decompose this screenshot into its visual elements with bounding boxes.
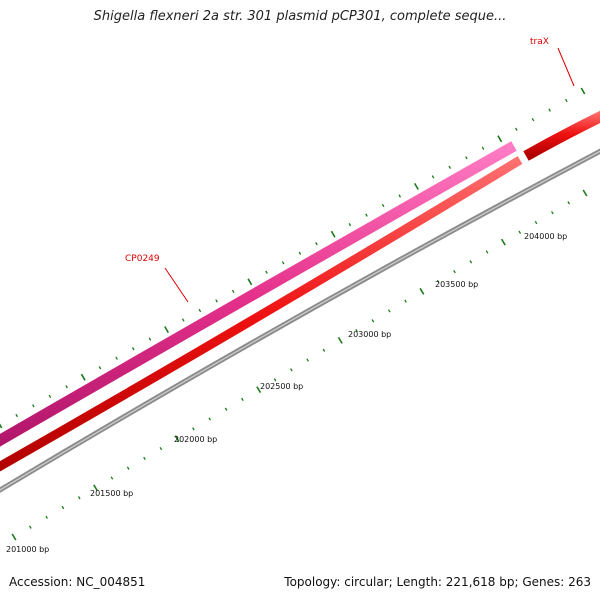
inner-minor-tick xyxy=(485,250,489,254)
outer-minor-tick xyxy=(465,156,468,160)
outer-minor-tick xyxy=(231,289,235,294)
inner-minor-tick xyxy=(567,201,571,205)
map-title: Shigella flexneri 2a str. 301 plasmid pC… xyxy=(93,9,507,24)
inner-tick-marks xyxy=(11,189,588,541)
outer-major-tick xyxy=(164,326,169,333)
outer-minor-tick xyxy=(298,251,302,255)
outer-minor-tick xyxy=(215,299,218,303)
outer-major-tick xyxy=(0,423,3,429)
inner-minor-tick xyxy=(322,348,326,352)
outer-minor-tick xyxy=(15,413,18,418)
outer-minor-tick xyxy=(381,203,385,208)
outer-minor-tick xyxy=(181,318,185,322)
inner-minor-tick xyxy=(436,279,440,284)
gene-feature-trax[interactable] xyxy=(523,110,600,161)
outer-minor-tick xyxy=(32,404,35,408)
outer-minor-tick xyxy=(198,308,202,313)
scale-label-201500: 201500 bp xyxy=(90,489,133,498)
inner-major-tick xyxy=(337,336,343,344)
inner-minor-tick xyxy=(77,496,81,500)
trax-label: traX xyxy=(530,37,549,47)
inner-minor-tick xyxy=(534,220,538,225)
inner-minor-tick xyxy=(371,319,375,323)
inner-minor-tick xyxy=(208,417,212,421)
inner-major-tick xyxy=(11,533,17,541)
inner-minor-tick xyxy=(469,260,473,264)
outer-minor-tick xyxy=(348,222,352,227)
outer-minor-tick xyxy=(431,175,435,179)
scale-label-204000: 204000 bp xyxy=(524,232,567,241)
outer-minor-tick xyxy=(265,270,268,274)
outer-minor-tick xyxy=(531,117,535,122)
backbone-line xyxy=(0,148,600,493)
inner-minor-tick xyxy=(551,211,554,215)
outer-minor-tick xyxy=(481,146,485,150)
outer-major-tick xyxy=(80,373,86,381)
inner-minor-tick xyxy=(45,515,48,519)
outer-tick-marks xyxy=(0,87,586,429)
outer-minor-tick xyxy=(98,366,102,370)
inner-minor-tick xyxy=(110,476,114,480)
outer-major-tick xyxy=(414,183,419,190)
inner-minor-tick xyxy=(241,397,244,402)
inner-minor-tick xyxy=(192,427,195,431)
outer-major-tick xyxy=(330,230,336,238)
inner-minor-tick xyxy=(290,368,293,372)
inner-major-tick xyxy=(174,435,180,443)
inner-minor-tick xyxy=(453,269,456,274)
outer-minor-tick xyxy=(65,385,68,389)
inner-major-tick xyxy=(582,189,588,197)
inner-minor-tick xyxy=(159,446,163,451)
outer-major-tick xyxy=(247,278,253,286)
scale-label-203500: 203500 bp xyxy=(435,280,478,289)
inner-major-tick xyxy=(93,484,99,492)
scale-label-202000: 202000 bp xyxy=(174,435,217,444)
cp0249-label: CP0249 xyxy=(125,254,160,264)
inner-minor-tick xyxy=(273,378,277,382)
scale-label-201000: 201000 bp xyxy=(6,545,49,554)
gene-feature-reverse[interactable] xyxy=(0,156,523,472)
inner-minor-tick xyxy=(143,456,146,461)
inner-major-tick xyxy=(419,287,425,295)
outer-minor-tick xyxy=(548,108,551,112)
scale-label-203000: 203000 bp xyxy=(348,330,391,339)
outer-major-tick xyxy=(580,87,586,95)
inner-minor-tick xyxy=(355,328,358,333)
outer-minor-tick xyxy=(48,394,52,399)
gene-feature-cp0249[interactable] xyxy=(0,141,517,447)
inner-minor-tick xyxy=(28,525,32,529)
outer-minor-tick xyxy=(115,356,118,360)
inner-minor-tick xyxy=(387,309,391,313)
inner-minor-tick xyxy=(306,358,309,362)
scale-label-202500: 202500 bp xyxy=(260,382,303,391)
summary-text: Topology: circular; Length: 221,618 bp; … xyxy=(284,575,591,589)
inner-major-tick xyxy=(500,238,506,246)
outer-minor-tick xyxy=(281,261,285,265)
inner-minor-tick xyxy=(61,505,65,510)
outer-minor-tick xyxy=(365,213,368,217)
inner-minor-tick xyxy=(518,230,522,234)
outer-major-tick xyxy=(497,135,503,143)
outer-minor-tick xyxy=(148,337,152,341)
outer-minor-tick xyxy=(315,242,318,246)
outer-minor-tick xyxy=(515,127,518,131)
backbone-highlight xyxy=(0,150,600,491)
inner-minor-tick xyxy=(126,466,130,470)
trax-label-leader xyxy=(557,47,575,87)
inner-major-tick xyxy=(256,386,262,394)
cp0249-label-leader xyxy=(164,267,189,303)
inner-minor-tick xyxy=(224,407,228,411)
inner-minor-tick xyxy=(404,299,407,303)
outer-minor-tick xyxy=(398,194,402,198)
outer-minor-tick xyxy=(565,98,568,103)
accession-text: Accession: NC_004851 xyxy=(9,575,146,589)
outer-minor-tick xyxy=(131,347,135,351)
outer-minor-tick xyxy=(448,165,452,169)
